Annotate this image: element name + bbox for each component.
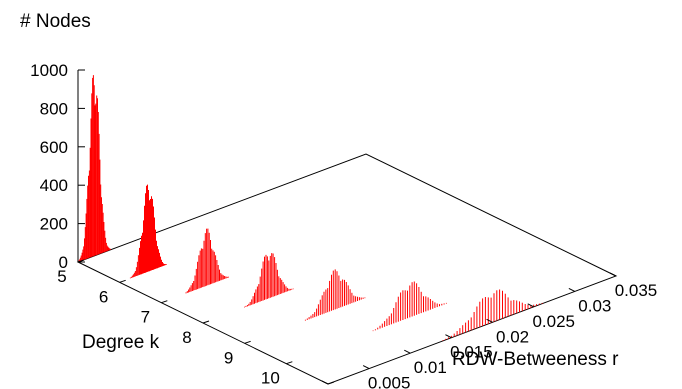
y-tick (321, 380, 329, 385)
x-tick (161, 300, 168, 304)
chart-bars (78, 75, 543, 341)
z-tick-label: 1000 (30, 61, 68, 80)
y-tick-label: 0.02 (496, 327, 529, 346)
y-tick (404, 349, 411, 354)
z-tick-label: 800 (40, 99, 68, 118)
x-tick (286, 361, 293, 365)
y-tick (362, 365, 370, 370)
series-k8 (244, 253, 294, 308)
x-tick (244, 340, 251, 344)
y-tick-label: 0.025 (532, 312, 575, 331)
y-tick (609, 272, 617, 277)
x-tick-label: 7 (141, 308, 150, 327)
series-k7 (185, 228, 229, 294)
series-k9 (304, 269, 366, 321)
y-tick (445, 334, 452, 339)
y-tick (568, 287, 576, 292)
z-tick-label: 600 (40, 138, 68, 157)
x-tick-label: 6 (99, 287, 108, 306)
y-tick-label: 0.01 (414, 358, 447, 377)
z-tick-label: 0 (59, 253, 68, 272)
x-tick (327, 381, 335, 385)
z-tick-label: 200 (40, 215, 68, 234)
y-axis-title: RDW-Betweeness r (452, 349, 619, 370)
series-k5 (78, 75, 111, 262)
chart-ticks: 0200400600800100056789101100.0050.010.01… (30, 61, 657, 389)
x-tick (119, 279, 126, 283)
x-tick-label: 5 (57, 267, 66, 286)
x-tick (77, 259, 85, 263)
x-axis-title: Degree k (82, 332, 160, 353)
y-tick (527, 303, 534, 308)
z-tick-label: 400 (40, 176, 68, 195)
x-tick-label: 8 (182, 328, 191, 347)
y-tick-label: 0.035 (615, 281, 658, 300)
x-tick (202, 320, 210, 324)
series-k6 (129, 184, 167, 279)
y-tick-label: 0.03 (578, 296, 611, 315)
x-tick-label: 10 (261, 369, 280, 388)
y-tick-label: 0.005 (368, 374, 411, 389)
y-tick (486, 318, 493, 323)
y-tick-label: 0.015 (450, 343, 493, 362)
z-axis-title: # Nodes (20, 11, 91, 32)
x-tick-label: 9 (224, 348, 233, 367)
series-k10 (372, 281, 447, 332)
